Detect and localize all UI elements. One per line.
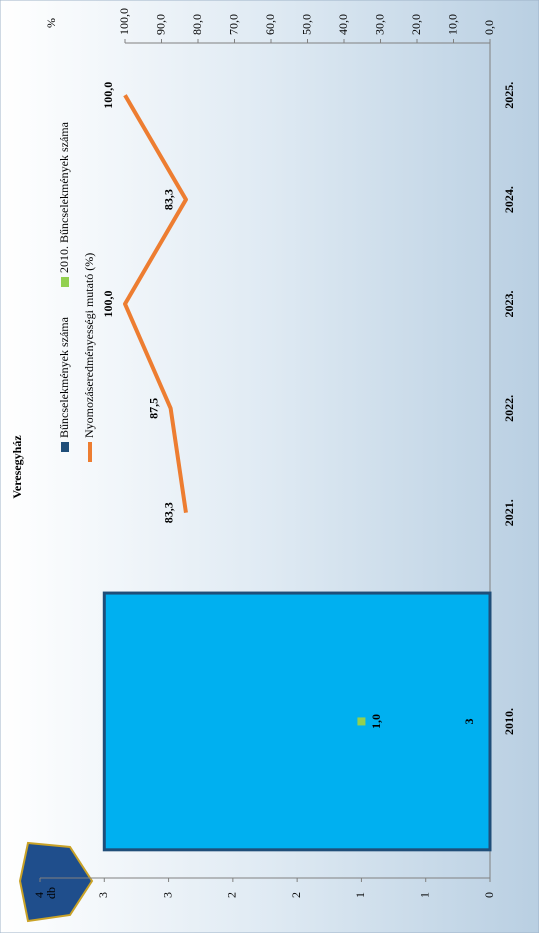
y2-tick-label: 90,0 [153,14,167,35]
y2-tick-label: 10,0 [445,14,459,35]
data-label: 100,0 [101,82,115,109]
y2-tick-label: 50,0 [299,14,313,35]
y2-tick-label: 20,0 [409,14,423,35]
x-tick-label: 2023. [502,290,516,317]
y-tick-label: 1 [353,892,367,898]
legend-label: Bűncselekmények száma [57,316,71,438]
y2-tick-label: 80,0 [190,14,204,35]
chart-title: Veresegyház [10,435,24,499]
legend-label: 2010. Bűncselekmények száma [57,121,71,273]
y-tick-label: 3 [96,892,110,898]
y2-tick-label: 70,0 [226,14,240,35]
x-tick-label: 2022. [502,395,516,422]
y-tick-label: 2 [289,892,303,898]
y-tick-label: 3 [160,892,174,898]
x-tick-label: 2025. [502,82,516,109]
y-tick-label: 4 [32,892,46,898]
logo [18,841,94,923]
y2-tick-label: 60,0 [263,14,277,35]
marker [357,717,366,726]
y2-tick-label: 0,0 [482,20,496,35]
legend-swatch [61,442,69,452]
bar-value-label: 3 [462,718,476,724]
data-label: 83,3 [162,189,176,210]
data-label: 100,0 [101,290,115,317]
y-axis-unit: db [44,887,58,899]
x-tick-label: 2021. [502,499,516,526]
legend-swatch [61,277,69,287]
y2-tick-label: 30,0 [372,14,386,35]
y2-axis-unit: % [44,18,58,28]
x-tick-label: 2010. [502,708,516,735]
x-tick-label: 2024. [502,186,516,213]
y-tick-label: 0 [482,892,496,898]
data-label: 87,5 [146,398,160,419]
data-label: 1,0 [369,714,383,729]
line-series [123,94,188,513]
y2-tick-label: 100,0 [117,8,131,35]
y-tick-label: 1 [417,892,431,898]
y-tick-label: 2 [225,892,239,898]
data-label: 83,3 [162,502,176,523]
bar [102,591,492,852]
legend-label: Nyomozáseredményességi mutató (%) [82,253,96,438]
y2-tick-label: 40,0 [336,14,350,35]
